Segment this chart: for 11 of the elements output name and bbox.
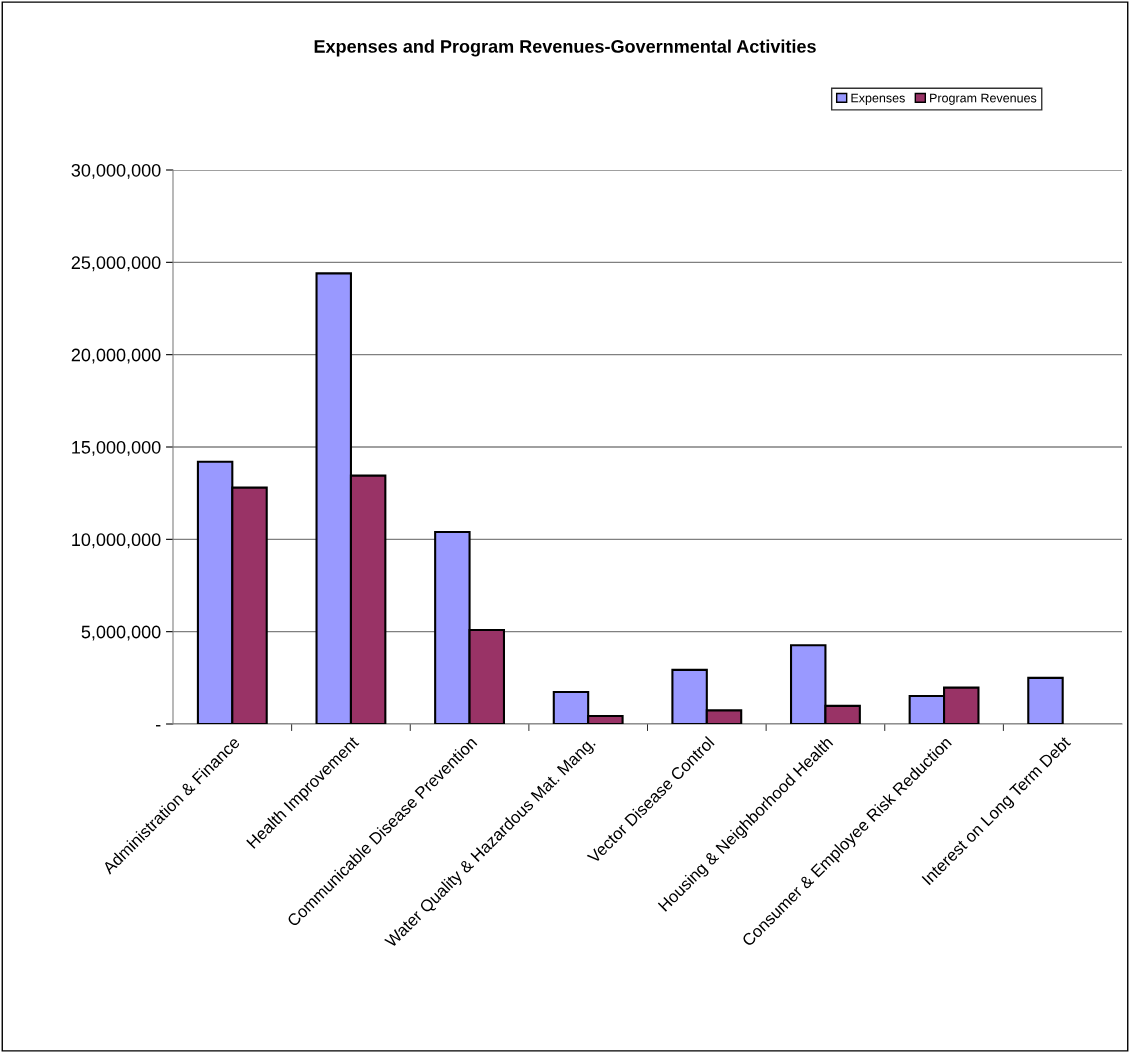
bar bbox=[1027, 676, 1064, 724]
y-tick-label: 10,000,000 bbox=[72, 533, 161, 549]
chart-title: Expenses and Program Revenues-Governmental Activities bbox=[314, 39, 816, 57]
legend-label: Program Revenues bbox=[930, 93, 1037, 105]
y-tick-label: - bbox=[155, 725, 161, 727]
y-tick-label: 5,000,000 bbox=[81, 625, 161, 641]
legend-label: Expenses bbox=[851, 93, 905, 105]
y-tick-label: 30,000,000 bbox=[71, 163, 161, 179]
y-tick-label: 20,000,000 bbox=[71, 348, 161, 364]
y-tick-label: 15,000,000 bbox=[72, 440, 161, 456]
y-tick-label: 25,000,000 bbox=[71, 256, 161, 272]
